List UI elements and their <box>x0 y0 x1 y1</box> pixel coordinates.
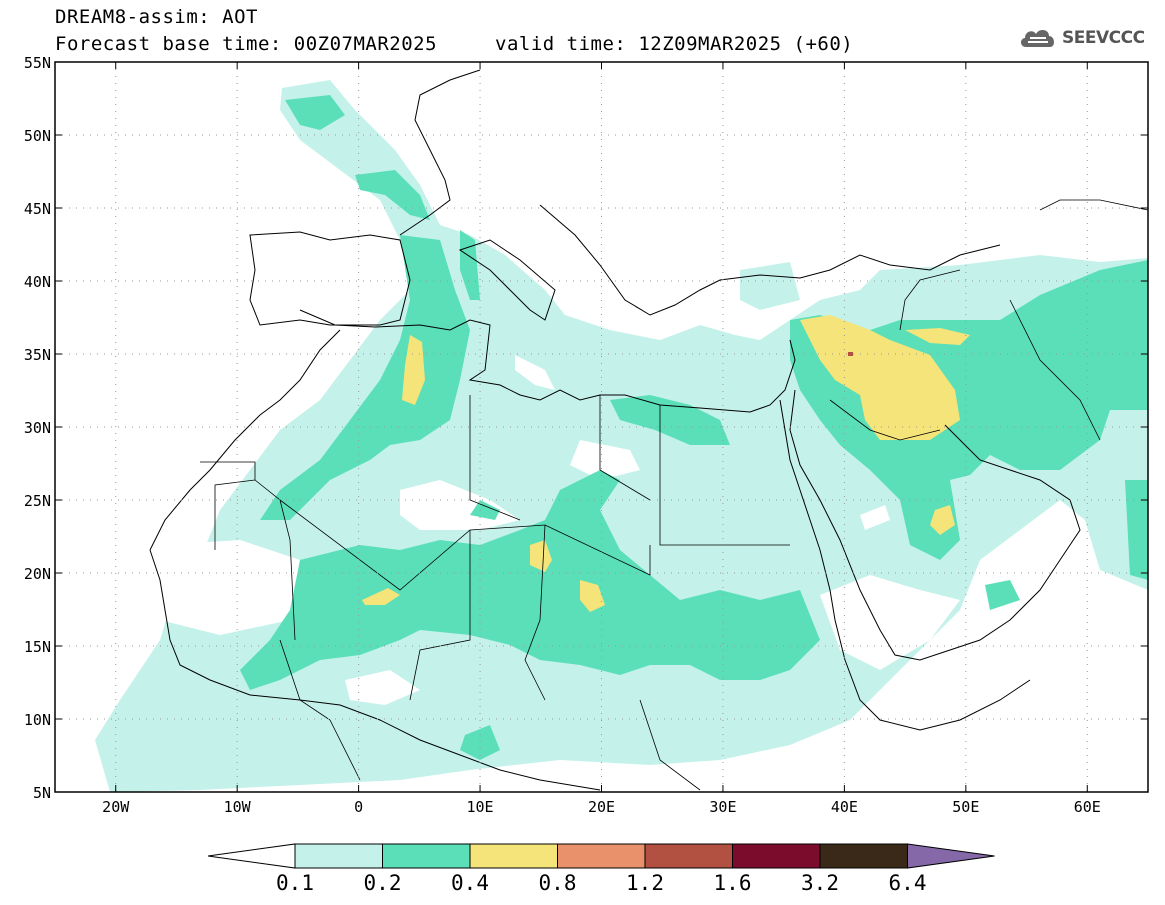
cloud-icon <box>1020 30 1055 47</box>
lat-label: 15N <box>24 638 51 656</box>
country-borders <box>200 199 1148 791</box>
colorbar-segment <box>732 843 821 869</box>
valid-time: valid time: 12Z09MAR2025 (+60) <box>495 33 854 55</box>
lat-label: 35N <box>24 346 51 364</box>
lon-label: 0 <box>354 798 363 816</box>
colorbar-segment <box>469 843 558 869</box>
colorbar-segment <box>294 843 383 869</box>
aot-band-1.6-3.2 <box>848 352 853 356</box>
base-time: Forecast base time: 00Z07MAR2025 <box>55 33 438 55</box>
colorbar-lower-arrow <box>207 843 296 869</box>
colorbar-label: 0.2 <box>364 871 402 895</box>
logo-text: SEEVCCC <box>1062 28 1145 48</box>
colorbar-segment <box>819 843 908 869</box>
lon-label: 20W <box>102 798 130 816</box>
colorbar-label: 1.6 <box>714 871 752 895</box>
lon-label: 20E <box>588 798 615 816</box>
lat-label: 5N <box>33 784 51 802</box>
colorbar-label: 6.4 <box>889 871 927 895</box>
lat-label: 25N <box>24 492 51 510</box>
lon-label: 10E <box>467 798 494 816</box>
colorbar-segment <box>557 843 646 869</box>
map-title: DREAM8-assim: AOT <box>55 6 258 28</box>
lon-label: 50E <box>952 798 979 816</box>
colorbar-label: 0.8 <box>539 871 577 895</box>
seevccc-logo: SEEVCCC <box>1018 25 1145 51</box>
lat-label: 40N <box>24 273 51 291</box>
colorbar-label: 1.2 <box>626 871 664 895</box>
colorbar-segment <box>644 843 733 869</box>
colorbar-segment <box>382 843 471 869</box>
colorbar: 0.1 0.2 0.4 0.8 1.2 1.6 3.2 6.4 <box>207 843 995 895</box>
lat-label: 50N <box>24 127 51 145</box>
lat-label: 45N <box>24 200 51 218</box>
lon-label: 60E <box>1074 798 1101 816</box>
aot-band-below-0.1 <box>160 355 960 705</box>
lon-label: 40E <box>831 798 858 816</box>
lat-label: 10N <box>24 711 51 729</box>
map-grid <box>55 62 1148 792</box>
colorbar-label: 3.2 <box>801 871 839 895</box>
lat-label: 30N <box>24 419 51 437</box>
lon-label: 10W <box>224 798 252 816</box>
coastlines <box>149 69 1081 791</box>
lat-label: 20N <box>24 565 51 583</box>
time-info: Forecast base time: 00Z07MAR2025 valid ti… <box>55 33 853 55</box>
colorbar-label: 0.4 <box>451 871 489 895</box>
colorbar-upper-arrow <box>907 843 995 869</box>
colorbar-label: 0.1 <box>276 871 314 895</box>
aot-band-0.4-0.8 <box>362 315 970 612</box>
axis-ticks: 55N 50N 45N 40N 35N 30N 25N 20N 15N 10N 5N 20W 10W 0 1… <box>24 54 1148 816</box>
lat-label: 55N <box>24 54 51 72</box>
lon-label: 30E <box>709 798 736 816</box>
